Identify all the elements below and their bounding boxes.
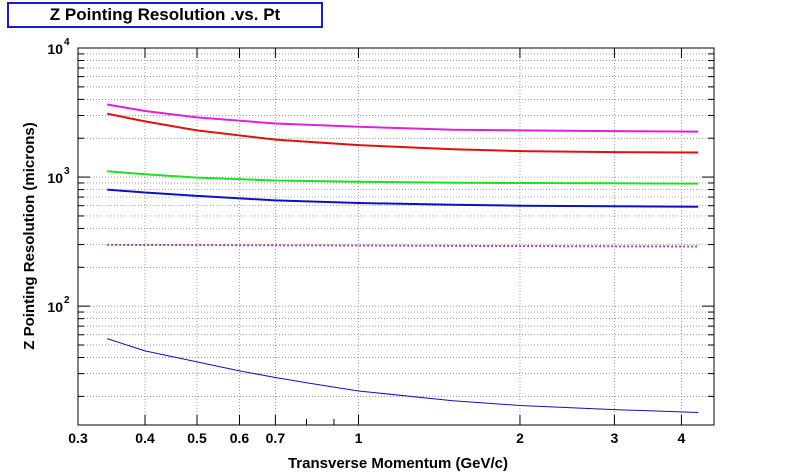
x-tick-label: 0.3 bbox=[68, 430, 88, 446]
series-line-3 bbox=[107, 170, 699, 185]
x-tick-label: 0.5 bbox=[187, 430, 207, 446]
y-tick-exponent: 3 bbox=[64, 166, 70, 177]
x-tick-label: 2 bbox=[516, 430, 524, 446]
series-line-4 bbox=[107, 188, 699, 208]
y-axis-title: Z Pointing Resolution (microns) bbox=[21, 122, 38, 350]
plot-background bbox=[78, 48, 714, 425]
series-group bbox=[107, 103, 699, 413]
x-tick-label: 3 bbox=[611, 430, 619, 446]
x-axis-title: Transverse Momentum (GeV/c) bbox=[288, 455, 508, 472]
chart-title: Z Pointing Resolution .vs. Pt bbox=[7, 2, 323, 28]
series-line-6 bbox=[107, 338, 699, 413]
plot-frame bbox=[77, 47, 715, 426]
x-tick-label: 4 bbox=[678, 430, 686, 446]
x-axis: 0.3 0.4 0.5 0.6 0.7 1 2 3 4 bbox=[68, 48, 686, 446]
y-tick-label: 10 bbox=[47, 299, 63, 315]
y-tick-exponent: 2 bbox=[64, 295, 70, 306]
y-tick-label: 10 bbox=[47, 170, 63, 186]
series-line-5 bbox=[107, 243, 699, 248]
y-tick-exponent: 4 bbox=[64, 37, 70, 48]
x-tick-label: 0.4 bbox=[135, 430, 155, 446]
x-tick-label: 0.7 bbox=[266, 430, 286, 446]
series-line-2 bbox=[107, 112, 699, 154]
y-tick-label: 10 bbox=[47, 41, 63, 57]
x-tick-label: 0.6 bbox=[230, 430, 250, 446]
x-tick-label: 1 bbox=[355, 430, 363, 446]
series-line-1 bbox=[107, 103, 699, 133]
